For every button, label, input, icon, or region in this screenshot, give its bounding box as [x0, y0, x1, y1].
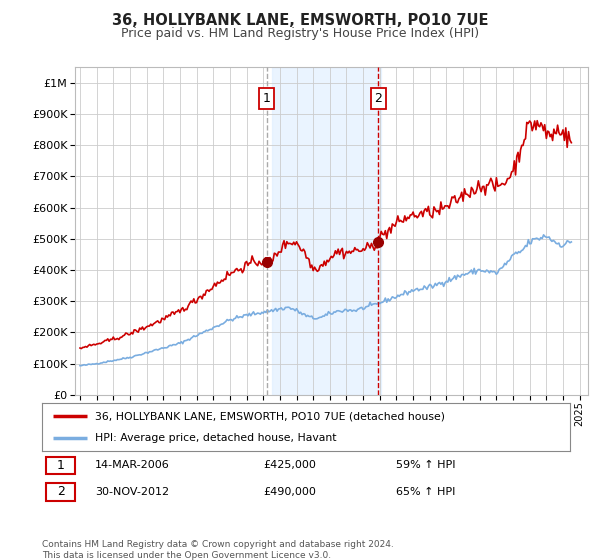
- Bar: [46, 456, 75, 474]
- Text: £490,000: £490,000: [264, 487, 317, 497]
- Text: HPI: Average price, detached house, Havant: HPI: Average price, detached house, Hava…: [95, 433, 337, 443]
- Text: 2: 2: [374, 92, 382, 105]
- Text: 36, HOLLYBANK LANE, EMSWORTH, PO10 7UE: 36, HOLLYBANK LANE, EMSWORTH, PO10 7UE: [112, 13, 488, 28]
- Bar: [46, 483, 75, 501]
- Text: 14-MAR-2006: 14-MAR-2006: [95, 460, 170, 470]
- Text: £425,000: £425,000: [264, 460, 317, 470]
- Text: 65% ↑ HPI: 65% ↑ HPI: [396, 487, 455, 497]
- Text: Contains HM Land Registry data © Crown copyright and database right 2024.
This d: Contains HM Land Registry data © Crown c…: [42, 540, 394, 560]
- Bar: [272, 67, 382, 395]
- Text: 2: 2: [57, 485, 65, 498]
- Text: 1: 1: [263, 92, 271, 105]
- Text: 30-NOV-2012: 30-NOV-2012: [95, 487, 169, 497]
- Text: 59% ↑ HPI: 59% ↑ HPI: [396, 460, 455, 470]
- Text: Price paid vs. HM Land Registry's House Price Index (HPI): Price paid vs. HM Land Registry's House …: [121, 27, 479, 40]
- Text: 36, HOLLYBANK LANE, EMSWORTH, PO10 7UE (detached house): 36, HOLLYBANK LANE, EMSWORTH, PO10 7UE (…: [95, 411, 445, 421]
- Text: 1: 1: [57, 459, 65, 472]
